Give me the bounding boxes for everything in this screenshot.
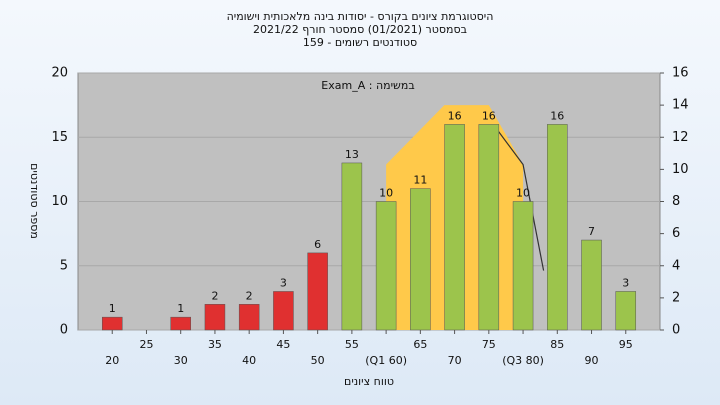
x-tick-label: 40 — [242, 354, 256, 367]
data-label: 11 — [413, 174, 427, 187]
y-tick-label: 5 — [60, 258, 68, 273]
bar — [478, 124, 500, 331]
x-tick-label: (Q1 60) — [365, 354, 407, 367]
bar — [444, 124, 465, 331]
bar — [273, 291, 294, 331]
y-tick-label: 0 — [60, 323, 68, 338]
x-tick-label: 55 — [345, 338, 359, 351]
x-tick-label: 20 — [105, 354, 119, 367]
y-tick-label: 15 — [51, 130, 68, 145]
y2-tick-label: 2 — [672, 290, 680, 305]
x-tick-label: 25 — [139, 338, 153, 351]
data-label: 7 — [588, 225, 595, 238]
data-label: 16 — [448, 109, 462, 122]
bar — [238, 304, 260, 331]
y-axis-label: מספר סטודנטים — [28, 163, 41, 239]
y2-tick-label: 10 — [672, 162, 689, 177]
y2-tick-label: 0 — [672, 323, 680, 338]
bar — [307, 252, 328, 331]
bar — [204, 304, 226, 331]
x-tick-label: 70 — [448, 354, 462, 367]
annotation: Exam_A : במשימה — [321, 79, 414, 92]
bar — [101, 316, 123, 331]
y2-tick-label: 8 — [672, 194, 680, 209]
x-tick-label: (Q3 80) — [502, 354, 544, 367]
bar — [615, 291, 637, 331]
y2-tick-label: 6 — [672, 226, 680, 241]
x-tick-label: 95 — [619, 338, 633, 351]
x-tick-label: 30 — [174, 354, 188, 367]
data-label: 3 — [622, 276, 629, 289]
x-axis-label: טווח ציונים — [344, 375, 394, 388]
y-tick-label: 20 — [51, 66, 68, 81]
bar — [375, 201, 397, 331]
bar — [512, 201, 534, 331]
y-tick-label: 10 — [51, 194, 68, 209]
y2-tick-label: 4 — [672, 258, 680, 273]
chart-subtitle: סטודנטים רשומים - 159 — [303, 36, 417, 49]
x-tick-label: 50 — [311, 354, 325, 367]
data-label: 16 — [482, 109, 496, 122]
data-label: 3 — [280, 276, 287, 289]
y2-tick-label: 12 — [672, 130, 689, 145]
y2-tick-label: 16 — [672, 66, 689, 81]
x-tick-label: 65 — [413, 338, 427, 351]
data-label: 10 — [516, 187, 530, 200]
data-label: 2 — [246, 289, 253, 302]
chart-subtitle: בסמסטר (01/2021) סמסטר חורף 2021/22 — [253, 23, 467, 36]
data-label: 16 — [550, 109, 564, 122]
line — [495, 127, 545, 271]
data-label: 10 — [379, 187, 393, 200]
data-label: 1 — [109, 302, 116, 315]
y2-tick-label: 14 — [672, 98, 689, 113]
x-tick-label: 85 — [550, 338, 564, 351]
chart-title: היסטוגרמת ציונים בקורס - יסודות בינה מלא… — [227, 10, 494, 23]
data-label: 1 — [177, 302, 184, 315]
bar — [547, 124, 568, 331]
bar — [170, 316, 191, 331]
bar — [410, 188, 431, 331]
bar — [341, 162, 363, 331]
x-tick-label: 35 — [208, 338, 222, 351]
data-label: 6 — [314, 238, 321, 251]
bar — [581, 239, 602, 331]
data-label: 13 — [345, 148, 359, 161]
x-tick-label: 45 — [276, 338, 290, 351]
data-label: 2 — [211, 289, 218, 302]
x-tick-label: 75 — [482, 338, 496, 351]
x-tick-label: 90 — [585, 354, 599, 367]
